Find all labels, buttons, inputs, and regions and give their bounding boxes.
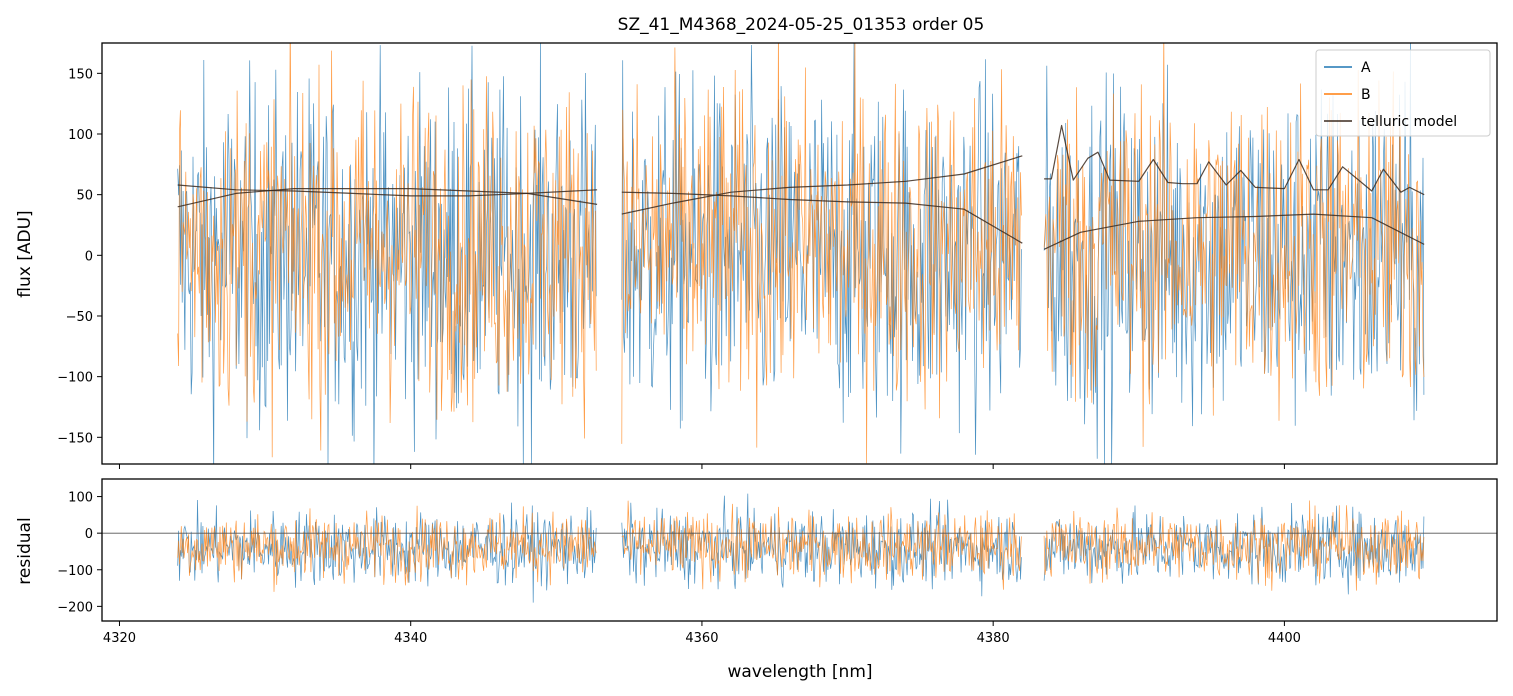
residual-B-line xyxy=(621,500,1022,590)
series-A-line xyxy=(621,43,1022,455)
flux-y-tick-label: −50 xyxy=(66,310,93,325)
series-B-line xyxy=(621,43,1022,464)
residual-y-tick-label: −100 xyxy=(57,564,93,579)
residual-B-line xyxy=(177,505,597,592)
legend-label: B xyxy=(1361,87,1371,103)
telluric-model-line xyxy=(621,155,1023,215)
flux-y-tick-label: −150 xyxy=(57,431,93,446)
x-axis-label: wavelength [nm] xyxy=(727,662,872,682)
flux-panel: −150 −100 −50 0 50 100 150 flux [ADU] ABtellur… xyxy=(15,42,1498,469)
residual-y-tick-label: −200 xyxy=(57,600,93,615)
flux-y-tick-label: −100 xyxy=(57,371,93,386)
flux-axes: −150 −100 −50 0 50 100 150 xyxy=(57,42,1498,469)
telluric-model-line xyxy=(1044,124,1425,196)
flux-y-tick-label: 50 xyxy=(76,189,93,204)
telluric-model-line xyxy=(177,184,598,197)
flux-y-tick-label: 100 xyxy=(68,128,93,143)
residual-y-axis-label: residual xyxy=(15,517,35,584)
telluric-model-line xyxy=(177,188,598,208)
series-B-line xyxy=(177,43,597,458)
residual-y-tick-label: 100 xyxy=(68,491,93,506)
flux-y-tick-label: 150 xyxy=(68,67,93,82)
residual-frame xyxy=(101,478,1498,622)
legend-box xyxy=(1315,49,1491,137)
residual-B-line xyxy=(1043,500,1425,591)
flux-y-tick-label: 0 xyxy=(85,249,93,264)
chart-title: SZ_41_M4368_2024-05-25_01353 order 05 xyxy=(618,15,985,35)
x-tick-label: 4380 xyxy=(977,631,1010,646)
x-tick-label: 4400 xyxy=(1268,631,1301,646)
telluric-model-line xyxy=(1043,213,1425,250)
x-tick-label: 4340 xyxy=(394,631,427,646)
residual-A-line xyxy=(621,493,1022,597)
series-B-line xyxy=(1043,43,1425,447)
x-tick-label: 4360 xyxy=(685,631,718,646)
residual-plot-area xyxy=(102,493,1497,603)
residual-axes: 4320 4340 4360 4380 4400 −200 −100 0 100 xyxy=(57,478,1498,646)
residual-panel: 4320 4340 4360 4380 4400 −200 −100 0 100 residua… xyxy=(15,478,1498,646)
flux-plot-area xyxy=(177,43,1425,464)
flux-y-axis-label: flux [ADU] xyxy=(15,210,35,297)
legend-label: A xyxy=(1361,60,1371,76)
residual-y-tick-label: 0 xyxy=(85,527,93,542)
telluric-model-line xyxy=(621,191,1023,244)
x-tick-label: 4320 xyxy=(103,631,136,646)
legend-label: telluric model xyxy=(1361,114,1457,130)
flux-frame xyxy=(101,42,1498,465)
